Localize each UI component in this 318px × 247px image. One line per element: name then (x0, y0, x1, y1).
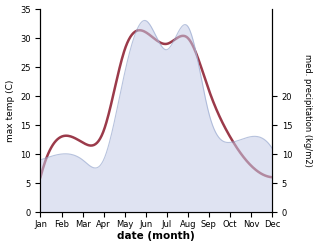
X-axis label: date (month): date (month) (117, 231, 195, 242)
Y-axis label: max temp (C): max temp (C) (5, 79, 15, 142)
Y-axis label: med. precipitation (kg/m2): med. precipitation (kg/m2) (303, 54, 313, 167)
